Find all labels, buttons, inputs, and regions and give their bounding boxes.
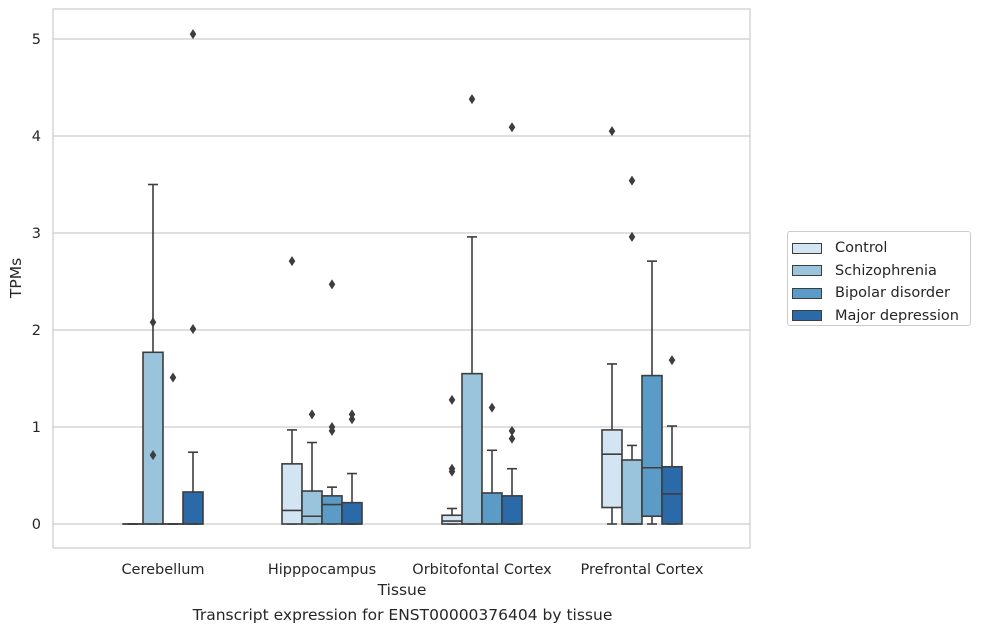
outlier-point (189, 324, 197, 335)
outlier-point (328, 422, 336, 432)
box-iqr (321, 495, 343, 525)
box-plot (301, 409, 323, 525)
box-iqr (481, 492, 503, 525)
box-plot (281, 256, 303, 525)
y-tick-label: 1 (32, 420, 41, 436)
legend-item-bipolar-disorder: Bipolar disorder (792, 282, 970, 305)
outlier-point (508, 122, 516, 133)
x-tick-label: Cerebellum (121, 562, 204, 578)
box-plot (341, 409, 363, 525)
outlier-point (628, 231, 636, 242)
box-iqr (641, 374, 663, 518)
legend-swatch-major-depression (792, 310, 822, 322)
box-plot (441, 394, 463, 525)
outlier-point (628, 175, 636, 186)
y-tick-label: 4 (32, 129, 41, 145)
outlier-point (308, 409, 316, 420)
box-iqr (182, 491, 204, 525)
box-plot (481, 402, 503, 525)
outlier-point (508, 433, 516, 444)
outlier-point (488, 402, 496, 413)
legend-label-major-depression: Major depression (835, 307, 959, 324)
x-tick-label: Prefrontal Cortex (581, 562, 704, 578)
box-iqr (461, 372, 483, 525)
outlier-point (448, 463, 456, 474)
y-tick-label: 2 (32, 323, 41, 339)
outlier-point (448, 394, 456, 405)
y-tick-label: 5 (32, 32, 41, 48)
x-tick-label: Hipppocampus (268, 562, 376, 578)
plot-frame (52, 8, 751, 549)
box-plot (641, 260, 663, 525)
box-iqr (501, 495, 523, 525)
chart-caption: Transcript expression for ENST0000037640… (192, 606, 613, 624)
legend-item-schizophrenia: Schizophrenia (792, 260, 970, 283)
box-plot (142, 183, 164, 525)
x-axis-label: Tissue (377, 581, 427, 599)
box-iqr (441, 514, 463, 525)
legend-label-control: Control (835, 240, 888, 257)
box-plot (601, 126, 623, 525)
box-iqr (621, 459, 643, 525)
legend-label-bipolar-disorder: Bipolar disorder (835, 285, 950, 302)
outlier-point (668, 355, 676, 366)
box-plot (321, 279, 343, 525)
outlier-point (508, 425, 516, 436)
outlier-point (169, 372, 177, 383)
legend: Control Schizophrenia Bipolar disorder M… (787, 231, 971, 326)
y-tick-label: 0 (32, 517, 41, 533)
outlier-point (348, 409, 356, 420)
outlier-point (149, 450, 157, 461)
outlier-point (608, 126, 616, 137)
x-tick-label: Orbitofontal Cortex (412, 562, 552, 578)
legend-swatch-bipolar-disorder (792, 287, 822, 299)
box-iqr (301, 490, 323, 525)
box-plot (162, 372, 184, 525)
outlier-point (189, 29, 197, 40)
y-axis-label: TPMs (7, 258, 25, 299)
y-tick-labels: 0 1 2 3 4 5 (32, 32, 41, 533)
box-plot (621, 175, 643, 525)
legend-item-major-depression: Major depression (792, 305, 970, 328)
box-plot (661, 355, 683, 525)
box-plot (182, 29, 204, 525)
legend-label-schizophrenia: Schizophrenia (835, 262, 937, 279)
outlier-point (468, 94, 476, 105)
legend-swatch-control (792, 242, 822, 254)
box-iqr (281, 463, 303, 525)
box-iqr (341, 501, 363, 525)
legend-item-control: Control (792, 237, 970, 260)
x-tick-labels: Cerebellum Hipppocampus Orbitofontal Corte… (121, 562, 703, 578)
legend-swatch-schizophrenia (792, 265, 822, 277)
outlier-point (328, 279, 336, 290)
box-iqr (661, 465, 683, 525)
box-iqr (142, 351, 164, 525)
outlier-point (288, 256, 296, 267)
box-plot (461, 94, 483, 525)
box-group (122, 29, 683, 525)
y-tick-label: 3 (32, 226, 41, 242)
outlier-point (149, 317, 157, 328)
box-plot (501, 122, 523, 525)
box-iqr (601, 429, 623, 509)
